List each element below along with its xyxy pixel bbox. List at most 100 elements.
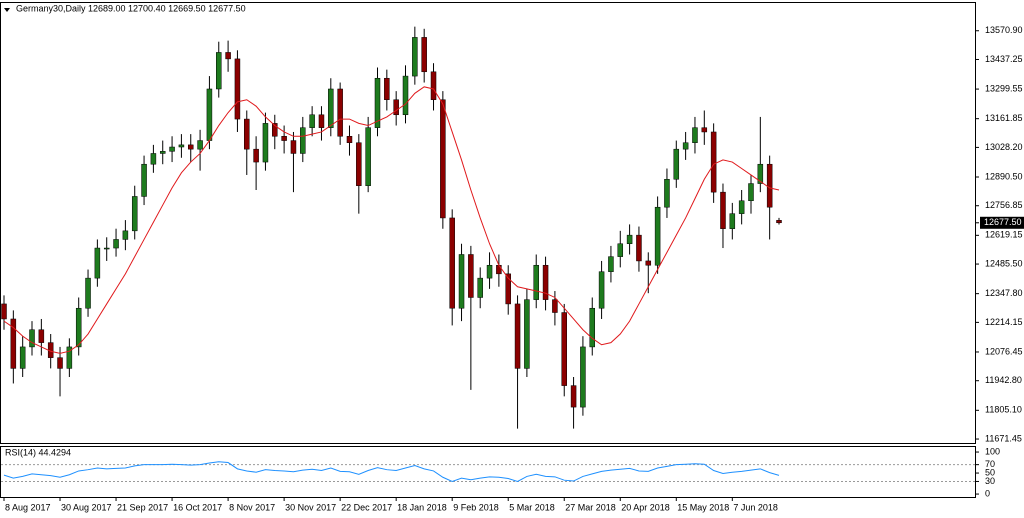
y-tick-label: 50 bbox=[985, 467, 995, 477]
candle-body bbox=[103, 247, 110, 250]
candle-body bbox=[29, 329, 35, 348]
candle-body bbox=[197, 140, 203, 150]
y-tick-label: 13299.55 bbox=[985, 83, 1023, 93]
candle-body bbox=[486, 264, 493, 279]
candle-body bbox=[272, 123, 278, 137]
candle-body bbox=[524, 299, 530, 369]
candle-body bbox=[309, 114, 315, 128]
last-price-label: 12677.50 bbox=[984, 217, 1022, 227]
x-tick-label: 9 Feb 2018 bbox=[453, 502, 499, 512]
candle-body bbox=[178, 144, 185, 148]
y-tick-label: 30 bbox=[985, 476, 995, 486]
candle-body bbox=[589, 307, 596, 348]
candle-body bbox=[692, 127, 698, 143]
candle-body bbox=[290, 140, 297, 154]
candle-body bbox=[561, 312, 567, 386]
candle-body bbox=[141, 163, 147, 197]
x-tick-label: 20 Apr 2018 bbox=[621, 502, 670, 512]
candle-body bbox=[505, 273, 511, 305]
candle-body bbox=[131, 196, 138, 232]
x-tick-label: 8 Nov 2017 bbox=[229, 502, 275, 512]
y-tick-label: 11671.45 bbox=[985, 433, 1022, 443]
ohlc-label: 12689.00 12700.40 12669.50 12677.50 bbox=[88, 3, 246, 13]
x-tick-label: 30 Nov 2017 bbox=[285, 502, 336, 512]
y-tick-label: 12485.50 bbox=[985, 258, 1023, 268]
candle-body bbox=[654, 206, 661, 266]
y-tick-label: 12890.50 bbox=[985, 171, 1023, 181]
candle-body bbox=[384, 77, 390, 100]
candle-body bbox=[253, 148, 259, 163]
candle-body bbox=[552, 299, 558, 313]
y-tick-label: 0 bbox=[985, 488, 990, 498]
candle-body bbox=[94, 247, 101, 279]
candle-body bbox=[1, 303, 7, 320]
x-tick-label: 16 Oct 2017 bbox=[173, 502, 222, 512]
candle-body bbox=[496, 264, 502, 275]
candle-body bbox=[412, 37, 418, 77]
candle-body bbox=[421, 37, 427, 73]
candle-body bbox=[85, 277, 91, 309]
candle-body bbox=[216, 52, 222, 90]
x-tick-label: 8 Aug 2017 bbox=[5, 502, 51, 512]
x-tick-label: 18 Jan 2018 bbox=[397, 502, 447, 512]
candle-body bbox=[636, 234, 642, 262]
candle-body bbox=[608, 256, 614, 272]
y-tick-label: 11805.10 bbox=[985, 405, 1022, 415]
candle-body bbox=[776, 220, 782, 224]
candle-body bbox=[113, 239, 119, 249]
candle-body bbox=[393, 99, 399, 116]
candle-body bbox=[766, 163, 773, 208]
candle-body bbox=[10, 318, 17, 369]
candle-body bbox=[150, 153, 157, 165]
candle-body bbox=[580, 346, 586, 408]
candle-body bbox=[374, 77, 381, 128]
candle-body bbox=[710, 131, 717, 193]
candle-body bbox=[738, 200, 745, 214]
y-tick-label: 13161.85 bbox=[985, 113, 1023, 123]
x-tick-label: 5 Mar 2018 bbox=[509, 502, 555, 512]
candle-body bbox=[300, 127, 306, 154]
candle-body bbox=[328, 88, 334, 128]
y-tick-label: 12347.80 bbox=[985, 288, 1023, 298]
candle-body bbox=[720, 191, 726, 229]
moving-average bbox=[3, 86, 780, 354]
y-tick-label: 12756.85 bbox=[985, 200, 1023, 210]
y-tick-label: 13437.25 bbox=[985, 54, 1023, 64]
candle-body bbox=[244, 118, 250, 150]
candle-body bbox=[533, 264, 539, 300]
candle-body bbox=[365, 127, 371, 186]
menu-arrow bbox=[4, 8, 10, 12]
candle-body bbox=[626, 234, 633, 244]
candle-body bbox=[169, 146, 175, 152]
last-price-box bbox=[980, 216, 1024, 229]
candle-body bbox=[664, 179, 670, 208]
candle-body bbox=[468, 254, 474, 298]
candle-body bbox=[598, 271, 605, 309]
x-tick-label: 27 Mar 2018 bbox=[565, 502, 616, 512]
candle-body bbox=[458, 254, 465, 309]
candle-body bbox=[430, 71, 437, 100]
candle-body bbox=[682, 142, 689, 150]
candle-body bbox=[449, 217, 455, 309]
chart-title: Germany30,Daily bbox=[16, 3, 86, 13]
candle-body bbox=[262, 123, 269, 163]
candle-body bbox=[19, 346, 26, 369]
candle-body bbox=[57, 357, 63, 369]
rsi-line bbox=[3, 461, 780, 482]
y-tick-label: 11942.80 bbox=[985, 375, 1022, 385]
candle-body bbox=[75, 307, 82, 348]
candle-body bbox=[66, 346, 73, 369]
candle-body bbox=[234, 58, 241, 120]
y-tick-label: 13028.20 bbox=[985, 142, 1023, 152]
rsi-panel bbox=[0, 446, 976, 498]
candle-body bbox=[225, 52, 231, 60]
candle-body bbox=[570, 385, 577, 408]
x-tick-label: 22 Dec 2017 bbox=[341, 502, 392, 512]
y-tick-label: 100 bbox=[985, 446, 1000, 456]
candle-body bbox=[122, 230, 129, 240]
x-tick-label: 21 Sep 2017 bbox=[117, 502, 168, 512]
candle-body bbox=[673, 148, 680, 180]
candle-body bbox=[757, 163, 764, 184]
candle-body bbox=[617, 243, 624, 257]
x-tick-label: 15 May 2018 bbox=[677, 502, 729, 512]
